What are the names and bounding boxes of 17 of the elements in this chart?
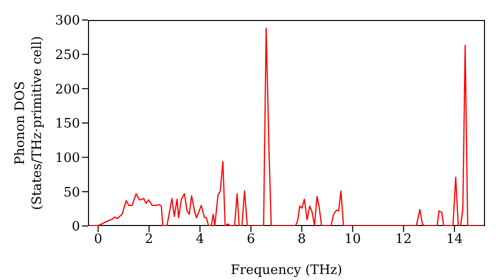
x-tick-label: 12 <box>395 232 412 248</box>
y-tick-label: 250 <box>55 48 80 63</box>
y-axis-title: Phonon DOS (States/THz·primitive cell) <box>13 36 45 210</box>
y-tick-label: 100 <box>55 150 80 166</box>
x-tick-label: 4 <box>196 232 204 248</box>
y-tick-label: 150 <box>55 116 80 132</box>
x-tick-label: 2 <box>144 232 154 248</box>
y-tick-label: 0 <box>72 220 80 235</box>
x-axis-title: Frequency (THz) <box>230 263 342 278</box>
y-tick-label: 200 <box>55 82 80 98</box>
x-tick-label: 10 <box>344 232 361 248</box>
x-tick-label: 6 <box>246 232 256 248</box>
y-tick-label: 50 <box>63 185 80 200</box>
x-tick-label: 0 <box>94 232 102 248</box>
y-tick-label: 300 <box>55 14 80 29</box>
x-tick-label: 14 <box>446 232 463 248</box>
x-tick-label: 8 <box>298 232 306 248</box>
